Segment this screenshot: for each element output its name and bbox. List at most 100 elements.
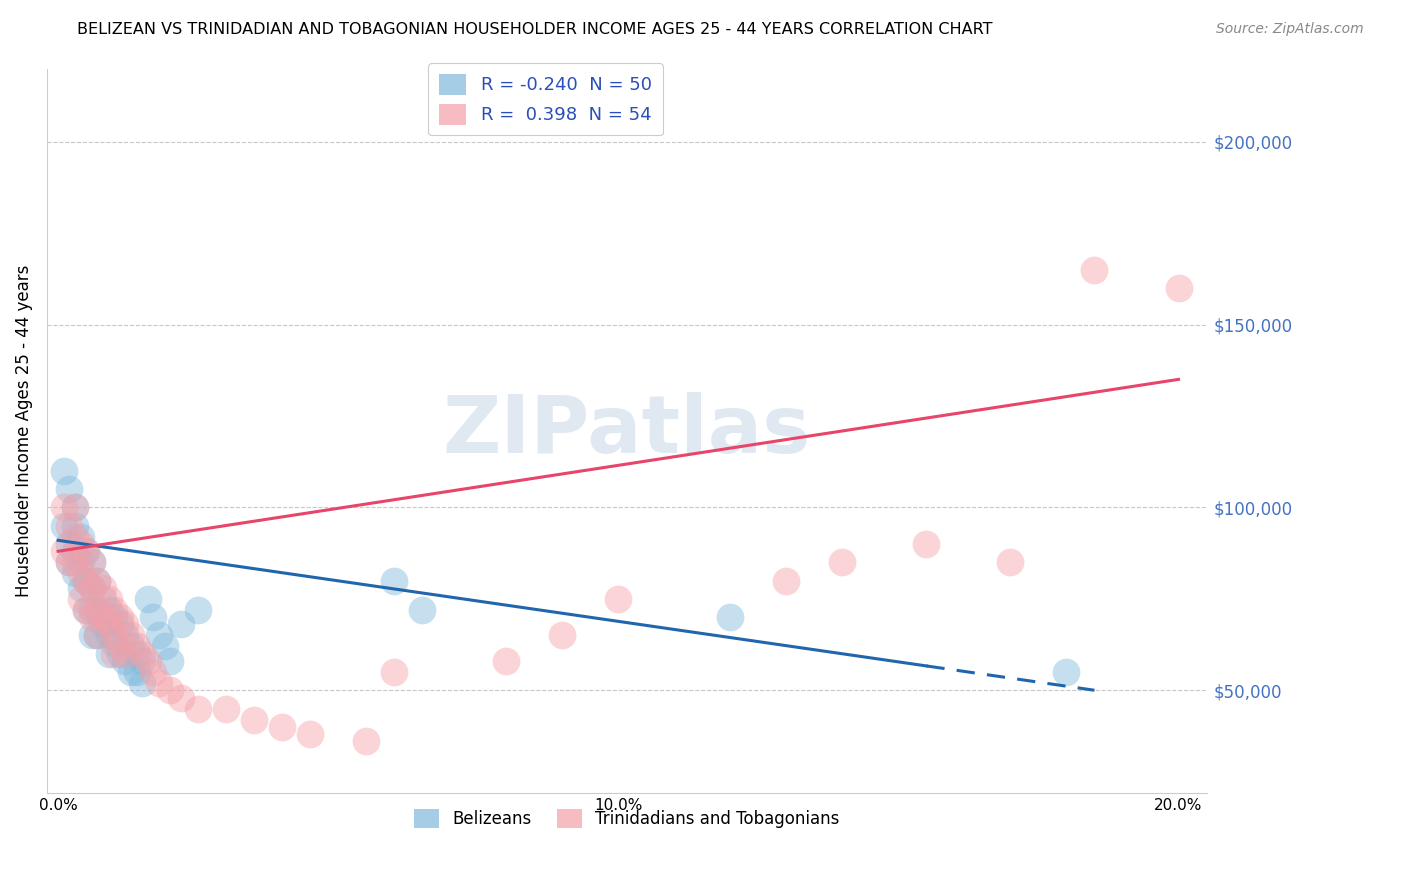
Point (103, 636, 125, 650)
Point (114, 617, 136, 632)
Point (718, 610, 741, 624)
Point (103, 610, 125, 624)
Point (551, 628, 574, 642)
Point (103, 647, 125, 661)
Point (52, 518, 75, 533)
Point (69, 530, 91, 544)
Point (382, 574, 405, 588)
Point (58, 518, 80, 533)
Point (97, 628, 120, 642)
Point (97, 603, 120, 617)
Point (63, 530, 86, 544)
Point (120, 640, 142, 654)
Point (91, 591, 114, 606)
Point (354, 734, 377, 748)
Point (148, 676, 170, 690)
Point (52, 464, 75, 478)
Point (1167, 281, 1189, 295)
Point (170, 617, 193, 632)
Point (159, 683, 181, 698)
Point (86, 628, 108, 642)
Point (148, 628, 170, 642)
Point (69, 566, 91, 581)
Point (52, 544, 75, 558)
Point (103, 628, 125, 642)
Point (69, 591, 91, 606)
Point (103, 603, 125, 617)
Point (69, 537, 91, 551)
Point (131, 647, 153, 661)
Point (495, 654, 517, 668)
Point (86, 603, 108, 617)
Point (69, 555, 91, 569)
Point (63, 500, 86, 515)
Point (69, 581, 91, 595)
Point (114, 628, 136, 642)
Point (215, 701, 238, 715)
Point (80, 555, 103, 569)
Point (411, 603, 433, 617)
Point (97, 647, 120, 661)
Point (108, 617, 131, 632)
Point (80, 581, 103, 595)
Point (58, 555, 80, 569)
Point (52, 500, 75, 515)
Point (159, 654, 181, 668)
Point (120, 628, 142, 642)
Point (131, 676, 153, 690)
Point (125, 665, 148, 679)
Point (97, 591, 120, 606)
Point (80, 603, 103, 617)
Y-axis label: Householder Income Ages 25 - 44 years: Householder Income Ages 25 - 44 years (15, 264, 32, 597)
Point (91, 581, 114, 595)
Point (125, 647, 148, 661)
Point (1083, 262, 1105, 277)
Point (125, 640, 148, 654)
Point (299, 727, 322, 741)
Point (1056, 665, 1078, 679)
Point (63, 500, 86, 515)
Point (75, 544, 97, 558)
Point (187, 701, 209, 715)
Point (1000, 555, 1022, 569)
Point (63, 544, 86, 558)
Point (75, 574, 97, 588)
Point (75, 544, 97, 558)
Point (187, 603, 209, 617)
Point (114, 654, 136, 668)
Point (91, 610, 114, 624)
Point (91, 617, 114, 632)
Point (108, 640, 131, 654)
Point (142, 665, 165, 679)
Point (80, 555, 103, 569)
Point (108, 610, 131, 624)
Point (114, 647, 136, 661)
Point (136, 654, 159, 668)
Text: Source: ZipAtlas.com: Source: ZipAtlas.com (1216, 22, 1364, 37)
Point (86, 603, 108, 617)
Point (58, 482, 80, 496)
Point (243, 713, 266, 727)
Point (915, 537, 938, 551)
Point (271, 720, 294, 734)
Text: ZIPatlas: ZIPatlas (443, 392, 811, 469)
Point (136, 591, 159, 606)
Point (58, 537, 80, 551)
Point (170, 690, 193, 705)
Point (131, 654, 153, 668)
Point (831, 555, 853, 569)
Point (75, 603, 97, 617)
Point (108, 647, 131, 661)
Point (607, 591, 630, 606)
Point (80, 628, 103, 642)
Point (86, 574, 108, 588)
Point (75, 574, 97, 588)
Point (153, 640, 176, 654)
Point (86, 628, 108, 642)
Point (80, 610, 103, 624)
Point (775, 574, 797, 588)
Point (75, 603, 97, 617)
Point (63, 566, 86, 581)
Point (142, 610, 165, 624)
Point (120, 665, 142, 679)
